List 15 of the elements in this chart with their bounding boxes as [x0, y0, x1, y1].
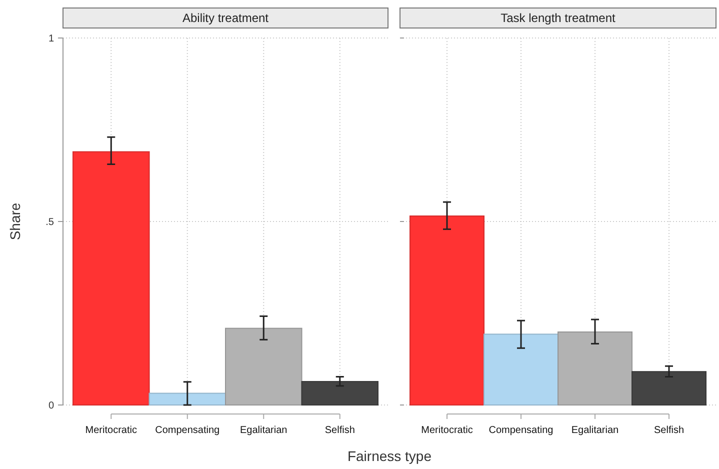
- x-tick-label: Meritocratic: [85, 425, 137, 436]
- chart-title: Task length treatment: [500, 11, 616, 25]
- x-tick-label: Selfish: [654, 425, 684, 436]
- y-tick-label: 0: [48, 400, 54, 412]
- x-tick-label: Egalitarian: [571, 425, 619, 436]
- chart-title: Ability treatment: [182, 11, 270, 25]
- y-tick-label: .5: [46, 217, 54, 228]
- x-tick-label: Egalitarian: [240, 425, 288, 436]
- x-tick-label: Meritocratic: [421, 425, 473, 436]
- y-tick-label: 1: [48, 34, 54, 44]
- x-tick-label: Compensating: [488, 425, 554, 436]
- x-tick-label: Selfish: [324, 425, 355, 436]
- y-axis-title: Share: [7, 202, 23, 240]
- x-tick-label: Compensating: [155, 425, 220, 436]
- x-axis-title: Fairness type: [347, 448, 432, 464]
